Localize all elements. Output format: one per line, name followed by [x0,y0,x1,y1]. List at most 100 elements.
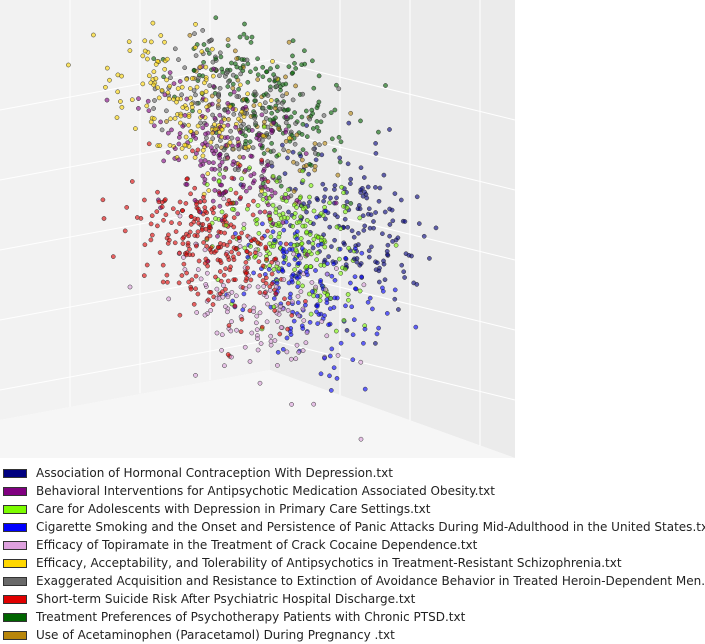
data-points [66,15,439,442]
data-point-series-0 [356,203,362,208]
data-point-series-6 [214,143,220,149]
legend-item: Efficacy of Topiramate in the Treatment … [3,536,705,554]
data-point-series-4 [324,333,330,339]
data-point-series-6 [231,111,237,117]
data-point-series-3 [303,302,308,308]
data-point-series-4 [358,359,364,365]
data-point-series-0 [358,187,364,193]
legend-swatch [3,522,27,532]
data-point-series-4 [276,311,282,317]
data-point-series-4 [208,308,214,313]
data-point-series-7 [199,227,205,233]
data-point-series-3 [349,304,355,310]
data-point-series-4 [300,306,306,312]
data-point-series-0 [374,260,380,266]
data-point-series-5 [126,39,132,45]
data-point-series-8 [311,85,317,91]
data-point-series-6 [265,93,271,98]
data-point-series-5 [246,144,252,150]
data-point-series-7 [259,157,264,163]
data-point-series-4 [222,363,227,369]
data-point-series-3 [343,303,348,309]
data-point-series-6 [208,38,213,44]
data-point-series-4 [261,284,267,289]
data-point-series-1 [212,116,218,121]
data-point-series-8 [255,56,260,62]
data-point-series-8 [268,66,273,71]
data-point-series-6 [246,124,251,130]
data-point-series-7 [188,286,194,292]
data-point-series-8 [244,35,250,41]
data-point-series-1 [169,127,174,133]
data-point-series-0 [373,185,378,190]
data-point-series-1 [270,221,276,227]
grid-line-left [0,339,271,391]
data-point-series-0 [326,254,331,259]
data-point-series-1 [231,89,237,95]
data-point-series-1 [259,112,265,118]
data-point-series-7 [162,197,168,202]
data-point-series-1 [221,174,227,180]
data-point-series-6 [176,57,181,62]
data-point-series-1 [219,182,224,188]
data-point-series-2 [304,264,309,269]
data-point-series-7 [272,308,278,313]
data-point-series-8 [204,47,210,53]
data-point-series-0 [373,141,378,146]
data-point-series-6 [260,105,266,111]
data-point-series-6 [292,141,298,147]
data-point-series-1 [203,131,208,137]
data-point-series-8 [316,128,322,134]
data-point-series-8 [328,110,334,116]
data-point-series-0 [380,231,385,237]
legend-label: Association of Hormonal Contraception Wi… [36,466,393,480]
data-point-series-2 [311,236,317,242]
data-point-series-7 [265,179,271,184]
data-point-series-1 [262,184,268,190]
data-point-series-6 [234,94,240,99]
data-point-series-2 [271,267,277,272]
legend-label: Short-term Suicide Risk After Psychiatri… [36,592,416,606]
data-point-series-8 [261,92,267,98]
data-point-series-5 [164,77,169,83]
data-point-series-1 [184,96,190,102]
data-point-series-2 [298,236,304,241]
data-point-series-3 [351,317,357,323]
data-point-series-7 [213,274,218,280]
data-point-series-0 [329,244,334,249]
data-point-series-4 [255,336,260,341]
data-point-series-2 [256,230,262,236]
data-point-series-2 [314,257,320,263]
data-point-series-4 [323,287,328,292]
data-point-series-5 [270,59,275,64]
data-point-series-5 [162,39,167,45]
data-point-series-1 [177,131,183,136]
data-point-series-8 [286,123,292,129]
data-point-series-4 [224,309,230,315]
data-point-series-3 [370,306,375,312]
data-point-series-5 [157,143,163,148]
data-point-series-2 [270,202,276,208]
data-point-series-2 [267,241,272,246]
data-point-series-6 [194,100,200,106]
data-point-series-3 [290,272,296,277]
data-point-series-4 [234,327,239,333]
data-point-series-8 [248,40,254,45]
data-point-series-0 [342,216,348,222]
data-point-series-2 [298,214,303,220]
data-point-series-6 [204,135,209,141]
data-point-series-1 [145,98,151,104]
data-point-series-7 [181,261,187,267]
data-point-series-6 [193,53,199,58]
data-point-series-2 [228,187,234,192]
data-point-series-0 [392,191,398,196]
data-point-series-2 [300,168,306,174]
data-point-series-5 [156,95,162,101]
data-point-series-3 [348,280,353,286]
data-point-series-7 [101,216,107,221]
data-point-series-5 [184,106,190,111]
data-point-series-5 [184,76,189,82]
data-point-series-3 [328,388,334,393]
data-point-series-1 [269,127,274,133]
data-point-series-7 [179,273,185,278]
